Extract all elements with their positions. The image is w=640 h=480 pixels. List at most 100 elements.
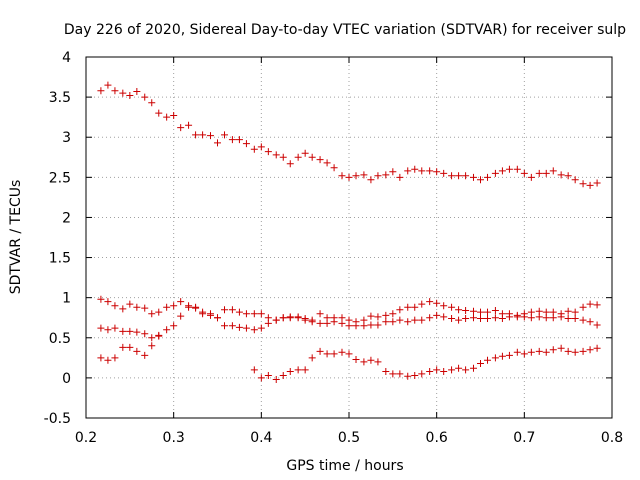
y-tick-label: 1 bbox=[62, 291, 71, 307]
data-point-series-4 bbox=[286, 367, 294, 375]
data-point-series-1 bbox=[505, 165, 513, 173]
x-tick-label: 0.8 bbox=[601, 430, 623, 446]
data-point-series-1 bbox=[338, 172, 346, 180]
y-tick-label: 0.5 bbox=[49, 331, 71, 347]
data-point-series-4 bbox=[250, 366, 258, 374]
data-point-series-1 bbox=[264, 148, 272, 156]
data-point-series-1 bbox=[235, 136, 243, 144]
data-point-series-1 bbox=[221, 131, 229, 139]
data-point-series-4 bbox=[477, 359, 484, 367]
data-point-series-2 bbox=[433, 299, 441, 307]
data-point-series-3 bbox=[119, 327, 127, 335]
y-axis-label: SDTVAR / TECUs bbox=[8, 180, 24, 295]
data-point-series-3 bbox=[170, 322, 178, 330]
data-point-series-2 bbox=[104, 298, 112, 306]
data-point-series-3 bbox=[469, 314, 477, 322]
data-point-series-3 bbox=[163, 326, 171, 334]
data-point-series-1 bbox=[323, 159, 331, 167]
data-point-series-4 bbox=[104, 356, 112, 364]
data-point-series-3 bbox=[286, 314, 294, 322]
data-point-series-1 bbox=[133, 87, 141, 95]
data-point-series-3 bbox=[104, 326, 112, 334]
data-point-series-4 bbox=[513, 348, 521, 356]
y-tick-label: 1.5 bbox=[49, 251, 71, 267]
data-point-series-4 bbox=[119, 343, 127, 351]
data-point-series-2 bbox=[235, 308, 243, 316]
data-point-series-1 bbox=[513, 165, 521, 173]
data-point-series-4 bbox=[272, 375, 280, 383]
data-point-series-4 bbox=[352, 355, 360, 363]
data-point-series-4 bbox=[301, 366, 309, 374]
data-point-series-3 bbox=[272, 316, 280, 324]
data-point-series-1 bbox=[448, 172, 456, 180]
y-tick-label: 4 bbox=[62, 50, 71, 66]
data-point-series-4 bbox=[426, 367, 434, 375]
data-point-series-4 bbox=[469, 364, 477, 372]
data-point-series-1 bbox=[286, 160, 294, 168]
data-point-series-1 bbox=[382, 171, 390, 179]
y-tick-label: 3.5 bbox=[49, 90, 71, 106]
data-point-series-3 bbox=[330, 318, 338, 326]
data-point-series-3 bbox=[192, 304, 200, 312]
data-point-series-4 bbox=[404, 372, 412, 380]
data-points bbox=[97, 81, 601, 383]
data-point-series-1 bbox=[257, 143, 265, 151]
data-point-series-1 bbox=[477, 176, 484, 184]
data-point-series-3 bbox=[279, 314, 287, 322]
data-point-series-1 bbox=[206, 132, 214, 140]
x-axis-label: GPS time / hours bbox=[286, 458, 403, 474]
data-point-series-3 bbox=[440, 313, 448, 321]
data-point-series-3 bbox=[593, 321, 601, 329]
data-point-series-4 bbox=[593, 344, 601, 352]
data-point-series-2 bbox=[564, 307, 572, 315]
data-point-series-2 bbox=[250, 310, 258, 318]
data-point-series-4 bbox=[323, 350, 331, 358]
data-point-series-1 bbox=[111, 87, 119, 95]
x-tick-label: 0.4 bbox=[250, 430, 272, 446]
data-point-series-3 bbox=[564, 315, 572, 323]
data-point-series-4 bbox=[133, 347, 141, 355]
data-point-series-1 bbox=[148, 99, 156, 107]
data-point-series-2 bbox=[455, 306, 463, 314]
data-point-series-3 bbox=[513, 313, 521, 321]
data-point-series-1 bbox=[330, 164, 338, 172]
data-point-series-4 bbox=[579, 347, 587, 355]
data-point-series-1 bbox=[404, 167, 412, 175]
data-point-series-1 bbox=[141, 93, 149, 101]
data-point-series-3 bbox=[97, 324, 105, 332]
data-point-series-2 bbox=[440, 302, 448, 310]
data-point-series-3 bbox=[411, 316, 419, 324]
data-point-series-3 bbox=[426, 314, 434, 322]
data-point-series-4 bbox=[498, 352, 506, 360]
data-point-series-4 bbox=[520, 350, 528, 358]
data-point-series-1 bbox=[301, 149, 309, 157]
data-point-series-2 bbox=[593, 301, 601, 309]
data-point-series-4 bbox=[279, 371, 287, 379]
y-tick-label: 2.5 bbox=[49, 170, 71, 186]
data-point-series-4 bbox=[155, 332, 163, 340]
data-point-series-2 bbox=[170, 302, 178, 310]
data-point-series-3 bbox=[579, 316, 587, 324]
data-point-series-4 bbox=[491, 354, 499, 362]
data-point-series-1 bbox=[272, 151, 280, 159]
data-point-series-2 bbox=[367, 312, 375, 320]
data-point-series-1 bbox=[426, 167, 434, 175]
data-point-series-4 bbox=[141, 351, 149, 359]
data-point-series-4 bbox=[264, 371, 272, 379]
data-point-series-3 bbox=[148, 334, 156, 342]
data-point-series-4 bbox=[308, 354, 316, 362]
data-point-series-1 bbox=[104, 81, 112, 89]
data-point-series-4 bbox=[564, 347, 572, 355]
data-point-series-1 bbox=[228, 136, 236, 144]
data-point-series-3 bbox=[345, 322, 353, 330]
data-point-series-3 bbox=[338, 319, 346, 327]
data-point-series-3 bbox=[257, 324, 265, 332]
data-point-series-3 bbox=[549, 314, 557, 322]
data-point-series-1 bbox=[279, 153, 287, 161]
data-point-series-4 bbox=[484, 356, 492, 364]
data-point-series-3 bbox=[520, 313, 528, 321]
data-point-series-3 bbox=[484, 315, 492, 323]
data-point-series-2 bbox=[571, 308, 579, 316]
data-point-series-3 bbox=[308, 318, 316, 326]
